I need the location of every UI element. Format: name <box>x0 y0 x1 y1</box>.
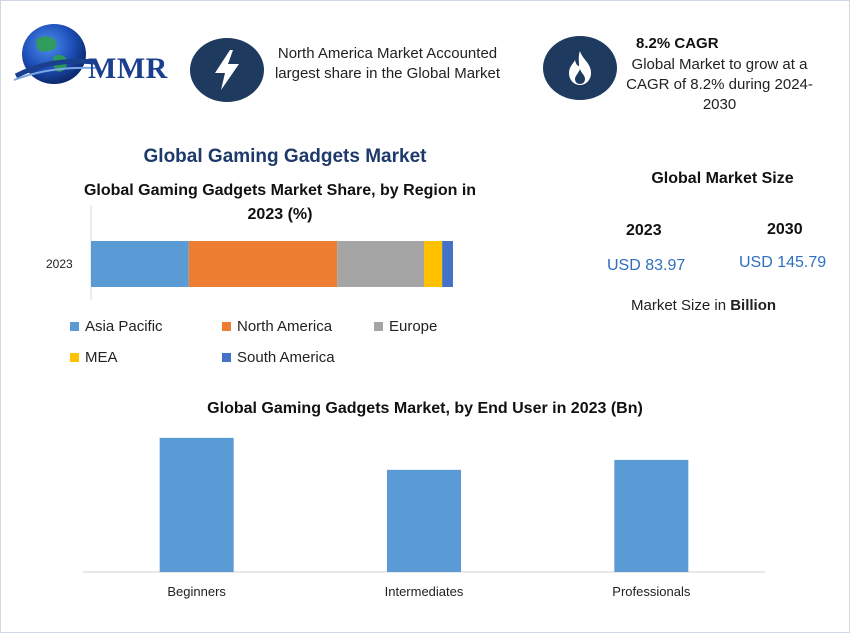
main-title: Global Gaming Gadgets Market <box>143 146 427 167</box>
logo-text: MMR <box>88 52 168 85</box>
legend-label: MEA <box>85 349 118 366</box>
legend-swatch <box>222 353 231 362</box>
end-user-chart: Beginners Intermediates Professionals <box>83 437 765 599</box>
stack-segment-europe <box>337 241 425 287</box>
unit-note-unit: Billion <box>730 297 777 314</box>
cagr-text: Global Market to grow at a CAGR of 8.2% … <box>626 56 813 113</box>
stack-category-label: 2023 <box>46 257 73 271</box>
stack-segment-mea <box>424 241 443 287</box>
market-size-title: Global Market Size <box>651 170 794 187</box>
region-share-chart-title: Global Gaming Gadgets Market Share, by R… <box>83 182 477 223</box>
lightning-bolt-icon <box>215 50 239 90</box>
region-share-chart <box>90 205 453 300</box>
end-user-chart-title: Global Gaming Gadgets Market, by End Use… <box>207 400 643 417</box>
globe-icon <box>13 24 97 84</box>
legend-label: Europe <box>389 318 438 335</box>
legend-label: South America <box>237 349 335 366</box>
market-size-unit-note: Market Size in Billion <box>631 297 776 314</box>
unit-note-prefix: Market Size in <box>631 297 731 314</box>
x-tick-label: Intermediates <box>385 584 464 599</box>
market-size-year-2023: 2023 <box>626 222 662 239</box>
stack-segment-south-america <box>442 241 453 287</box>
legend-swatch <box>70 353 79 362</box>
legend-swatch <box>374 322 383 331</box>
flame-icon-badge <box>543 36 617 100</box>
bar-beginners <box>159 437 234 572</box>
legend-item-europe: Europe <box>374 318 437 335</box>
x-tick-label: Beginners <box>167 584 226 599</box>
lightning-bolt-icon-badge <box>190 38 264 102</box>
flame-icon <box>569 51 591 85</box>
legend-swatch <box>70 322 79 331</box>
legend-item-north-america: North America <box>222 318 332 335</box>
x-tick-label: Professionals <box>612 584 691 599</box>
stack-segment-asia-pacific <box>91 241 189 287</box>
stack-segment-north-america <box>188 241 338 287</box>
legend-item-south-america: South America <box>222 349 335 366</box>
cagr-title: 8.2% CAGR <box>636 35 719 52</box>
bar-professionals <box>614 459 689 572</box>
market-size-year-2030: 2030 <box>767 221 803 238</box>
mmr-logo: MMR <box>10 18 175 90</box>
legend-label: Asia Pacific <box>85 318 163 335</box>
legend-swatch <box>222 322 231 331</box>
market-size-value-2030: USD 145.79 <box>739 254 827 271</box>
legend-label: North America <box>237 318 333 335</box>
region-highlight-text: North America Market Accounted largest s… <box>274 45 501 82</box>
legend-item-asia-pacific: Asia Pacific <box>70 318 163 335</box>
market-size-value-2023: USD 83.97 <box>607 257 686 274</box>
bar-intermediates <box>387 469 461 572</box>
legend-item-mea: MEA <box>70 349 118 366</box>
